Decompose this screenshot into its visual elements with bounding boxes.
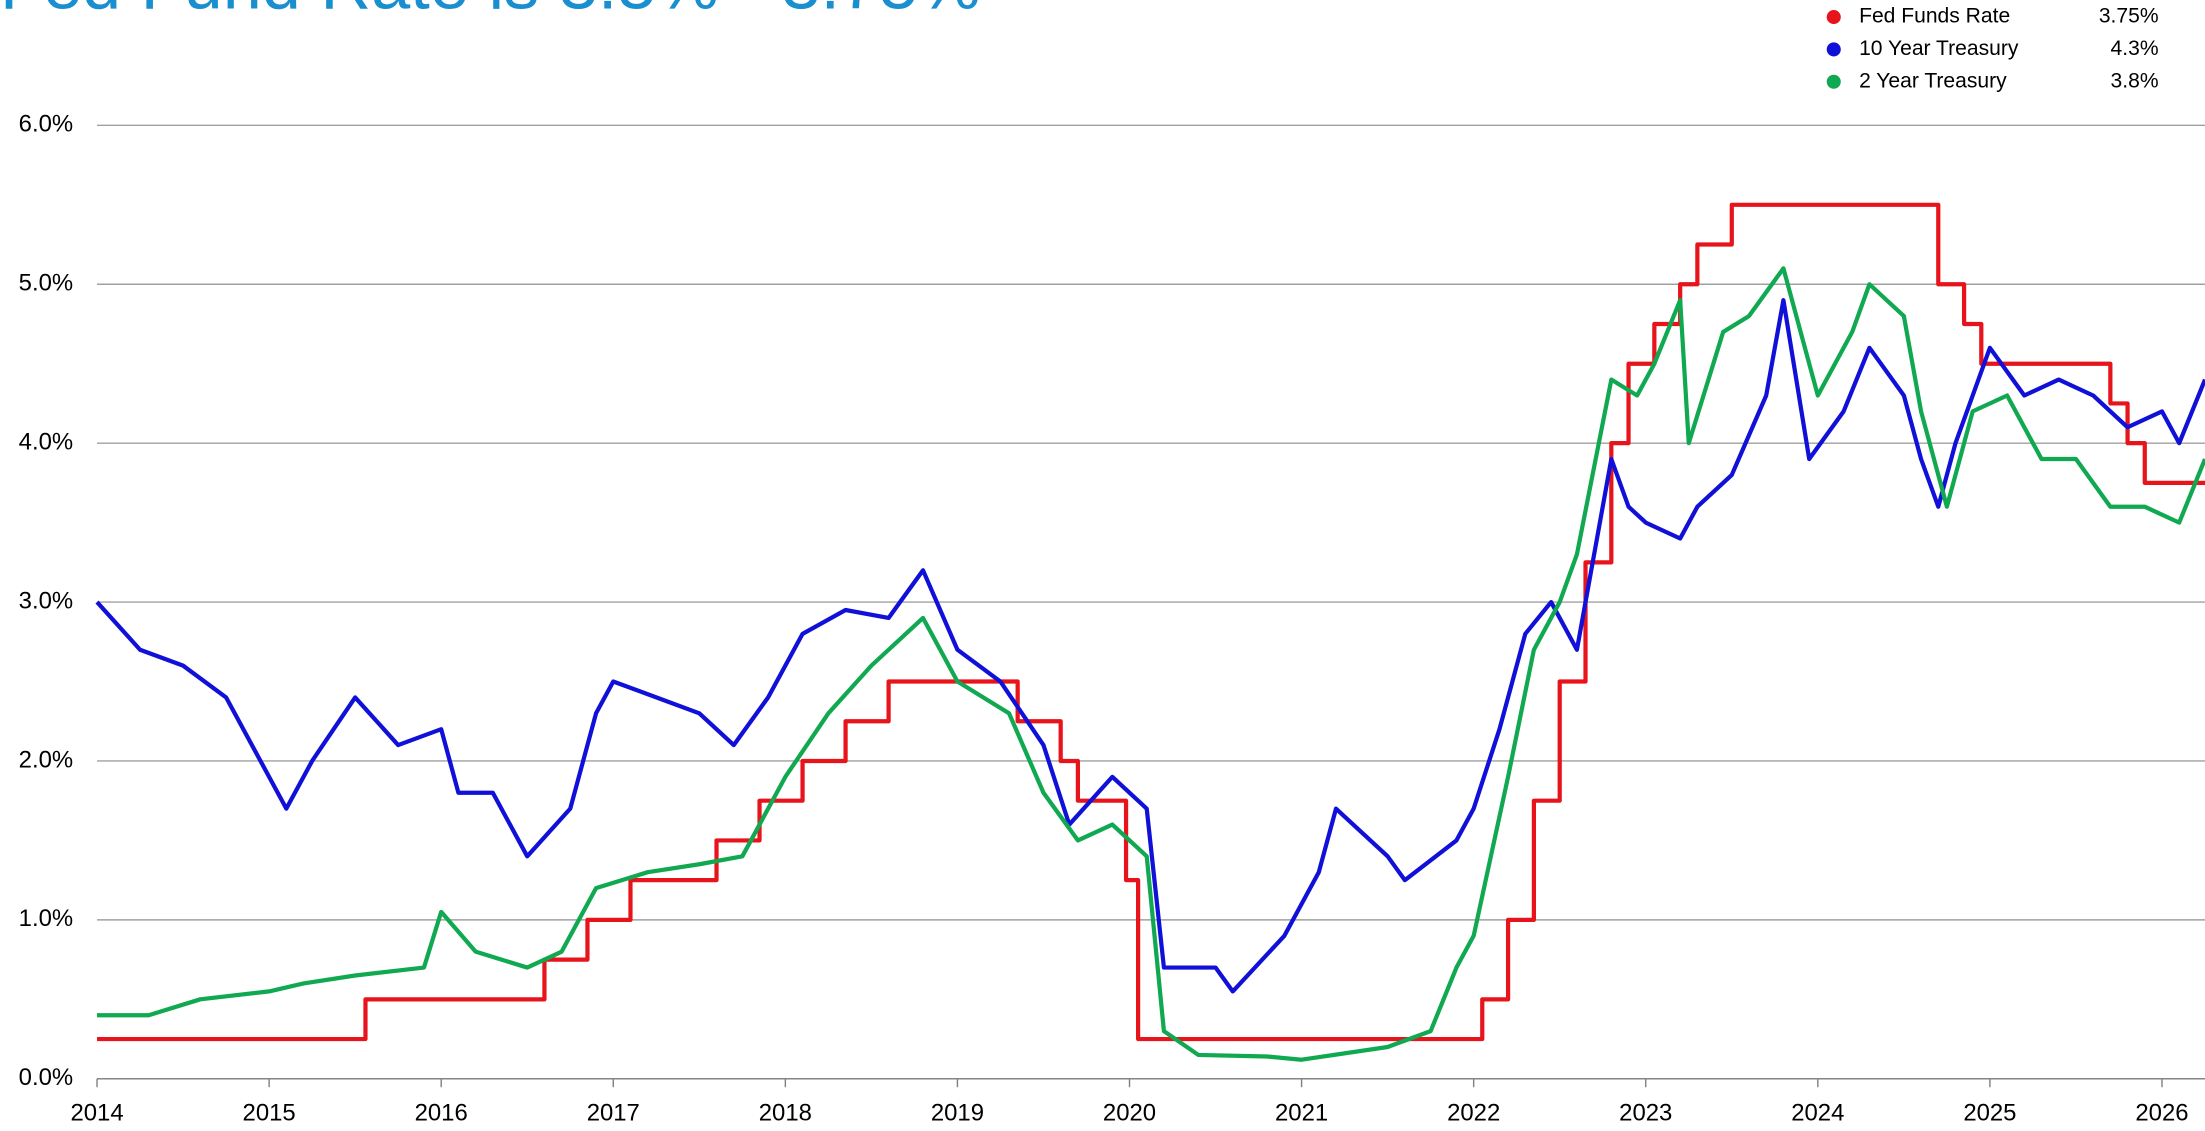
legend-label: Fed Funds Rate: [1859, 5, 2010, 28]
x-tick-label: 2015: [243, 1099, 296, 1126]
x-tick-label: 2017: [587, 1099, 640, 1126]
legend-label: 10 Year Treasury: [1859, 37, 2019, 60]
legend-value: 3.8%: [2111, 69, 2159, 92]
x-tick-label: 2018: [759, 1099, 812, 1126]
x-tick-label: 2021: [1275, 1099, 1328, 1126]
x-tick-label: 2022: [1447, 1099, 1500, 1126]
series-line: [95, 298, 2205, 994]
y-tick-label: 0.0%: [19, 1064, 73, 1091]
x-tick-label: 2014: [70, 1099, 123, 1126]
y-tick-label: 1.0%: [19, 905, 73, 932]
x-tick-label: 2023: [1619, 1099, 1672, 1126]
y-tick-label: 4.0%: [19, 428, 73, 455]
x-tick-label: 2026: [2135, 1099, 2188, 1126]
legend-label: 2 Year Treasury: [1859, 69, 2007, 92]
series-line: [97, 202, 2205, 1042]
legend-marker: [1826, 42, 1841, 57]
x-tick-label: 2016: [415, 1099, 468, 1126]
legend-marker: [1826, 10, 1841, 25]
x-tick-label: 2024: [1791, 1099, 1844, 1126]
y-tick-label: 5.0%: [19, 270, 73, 297]
y-tick-label: 2.0%: [19, 746, 73, 773]
legend-marker: [1826, 74, 1841, 89]
y-tick-label: 3.0%: [19, 587, 73, 614]
legend-value: 3.75%: [2099, 5, 2159, 28]
y-tick-label: 6.0%: [19, 111, 73, 138]
x-tick-label: 2019: [931, 1099, 984, 1126]
x-tick-label: 2020: [1103, 1099, 1156, 1126]
x-tick-label: 2025: [1963, 1099, 2016, 1126]
legend-value: 4.3%: [2111, 37, 2159, 60]
series-line: [97, 266, 2205, 1062]
chart-title: Fed Fund Rate is 3.5% - 3.75%: [0, 0, 981, 24]
